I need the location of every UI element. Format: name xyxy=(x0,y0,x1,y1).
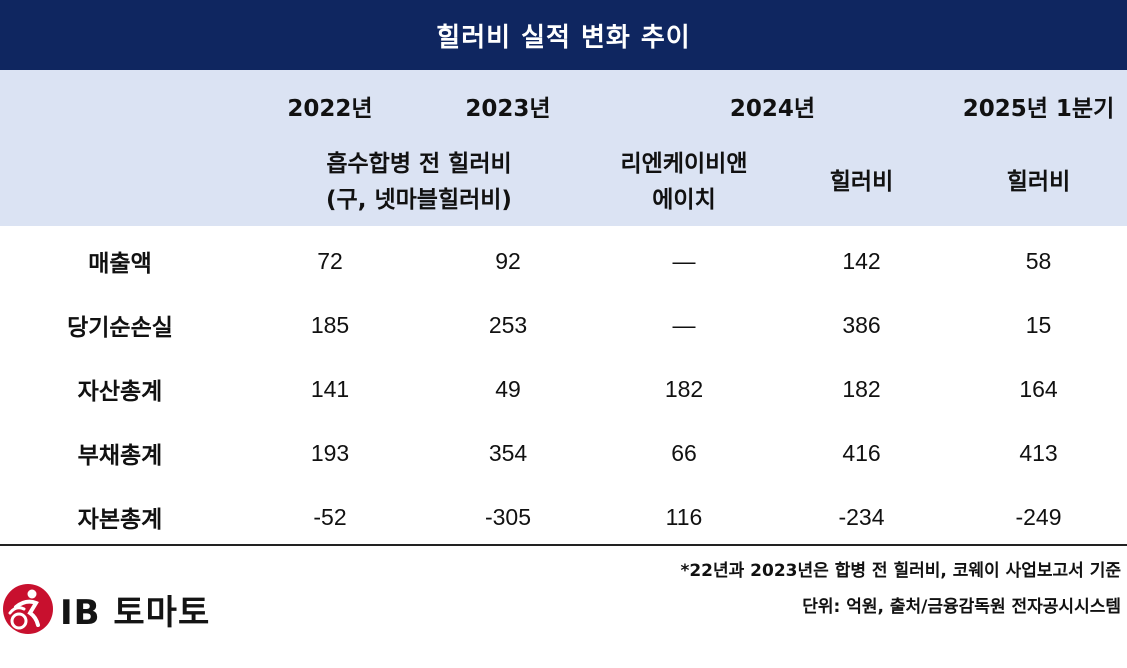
subheader-col4: 힐러비 xyxy=(829,169,894,195)
table-cell: — xyxy=(672,311,696,338)
footnote-basis: *22년과 2023년은 합병 전 힐러비, 코웨이 사업보고서 기준 xyxy=(680,561,1121,581)
table-cell: 15 xyxy=(1025,311,1052,338)
year-2025-q1: 2025년 1분기 xyxy=(962,96,1115,122)
table-cell: 58 xyxy=(1025,247,1052,274)
table-cell: -249 xyxy=(1015,503,1062,530)
logo: IB 토마토 xyxy=(2,583,210,635)
table-cell: 182 xyxy=(842,375,881,402)
table-cell: -52 xyxy=(313,503,347,530)
table-cell: 354 xyxy=(488,439,528,466)
table-cell: 182 xyxy=(664,375,704,402)
table-cell: 253 xyxy=(488,311,528,338)
table-cell: 413 xyxy=(1019,439,1058,466)
table-cell: 141 xyxy=(310,375,350,402)
row-label: 자산총계 xyxy=(77,379,163,405)
table-cell: -305 xyxy=(484,503,532,530)
year-2023: 2023년 xyxy=(465,96,551,122)
header-band xyxy=(0,70,1127,226)
cyclist-emblem-icon xyxy=(3,584,53,634)
year-2022: 2022년 xyxy=(287,96,373,122)
year-2024: 2024년 xyxy=(729,96,816,122)
table-cell: 386 xyxy=(842,311,881,338)
table-cell: 72 xyxy=(317,247,343,274)
table-cell: 164 xyxy=(1019,375,1058,402)
table-cell: 142 xyxy=(842,247,881,274)
table-cell: 49 xyxy=(495,375,521,402)
table-cell: 193 xyxy=(310,439,350,466)
table-bottom-rule xyxy=(0,544,1127,546)
table-cell: 116 xyxy=(665,503,703,530)
table-title: 힐러비 실적 변화 추이 xyxy=(0,0,1127,70)
row-label: 매출액 xyxy=(88,251,152,277)
table-cell: — xyxy=(672,247,696,274)
table-cell: 92 xyxy=(495,247,521,274)
logo-text: IB 토마토 xyxy=(60,592,211,633)
table-cell: -234 xyxy=(838,503,885,530)
row-label: 당기순손실 xyxy=(67,315,173,341)
subheader-col3-line1: 리엔케이비앤 xyxy=(620,151,748,177)
footnote-unit-source: 단위: 억원, 출처/금융감독원 전자공시시스템 xyxy=(802,597,1121,617)
subheader-col3-line2: 에이치 xyxy=(652,187,716,213)
subheader-pre-merger-line1: 흡수합병 전 힐러비 xyxy=(326,151,512,177)
row-label: 자본총계 xyxy=(77,507,163,533)
table-cell: 416 xyxy=(842,439,881,466)
subheader-pre-merger: 흡수합병 전 힐러비 (구, 넷마블힐러비) xyxy=(240,143,598,221)
table-cell: 185 xyxy=(310,311,350,338)
subheader-col5: 힐러비 xyxy=(1006,169,1071,195)
subheader-pre-merger-line2: (구, 넷마블힐러비) xyxy=(326,187,512,213)
table-cell: 66 xyxy=(671,439,697,466)
row-label: 부채총계 xyxy=(77,443,163,469)
subheader-col3: 리엔케이비앤 에이치 xyxy=(595,143,773,221)
